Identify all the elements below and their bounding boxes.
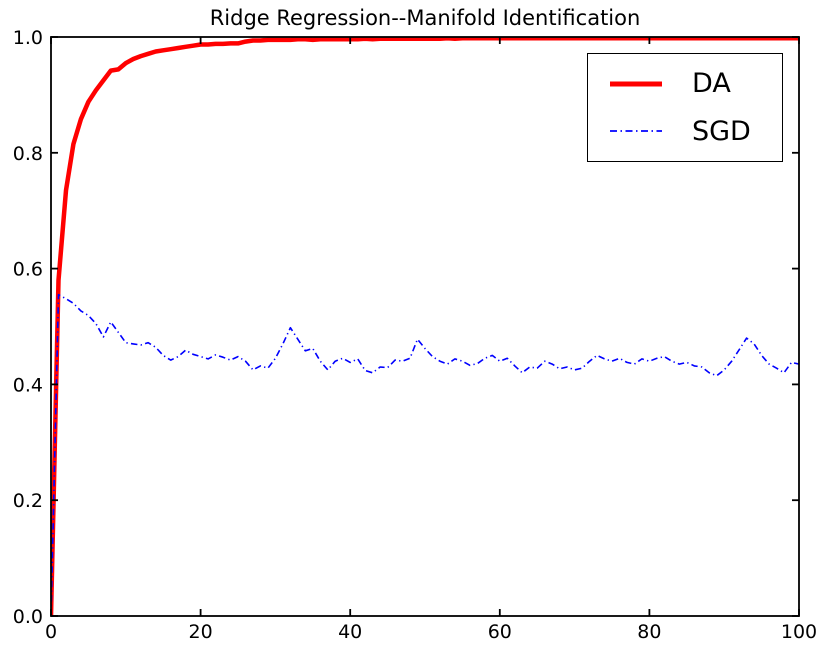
y-tick-label: 0.6 — [13, 259, 43, 281]
y-tick-label: 0.4 — [13, 374, 43, 396]
y-tick-label: 0.8 — [13, 143, 43, 165]
y-tick-label: 0.0 — [13, 606, 43, 628]
x-tick-label: 80 — [637, 621, 661, 643]
legend-label-sgd: SGD — [692, 115, 751, 147]
da-line-swatch-icon — [610, 81, 662, 87]
legend-label-da: DA — [692, 68, 731, 100]
axes-frame — [50, 36, 800, 617]
chart-title: Ridge Regression--Manifold Identificatio… — [209, 6, 641, 30]
x-tick-label: 40 — [338, 621, 362, 643]
x-tick-label: 20 — [189, 621, 213, 643]
x-tick-label: 100 — [781, 621, 817, 643]
legend-entry-sgd: SGD — [588, 111, 782, 151]
x-tick-label: 0 — [45, 621, 57, 643]
legend: DA SGD — [587, 53, 783, 162]
y-tick-label: 1.0 — [13, 27, 43, 49]
y-tick-label: 0.2 — [13, 490, 43, 512]
sgd-line — [51, 293, 799, 616]
sgd-line-swatch-icon — [610, 130, 662, 133]
x-tick-label: 60 — [488, 621, 512, 643]
legend-entry-da: DA — [588, 64, 782, 104]
da-line — [51, 37, 799, 616]
